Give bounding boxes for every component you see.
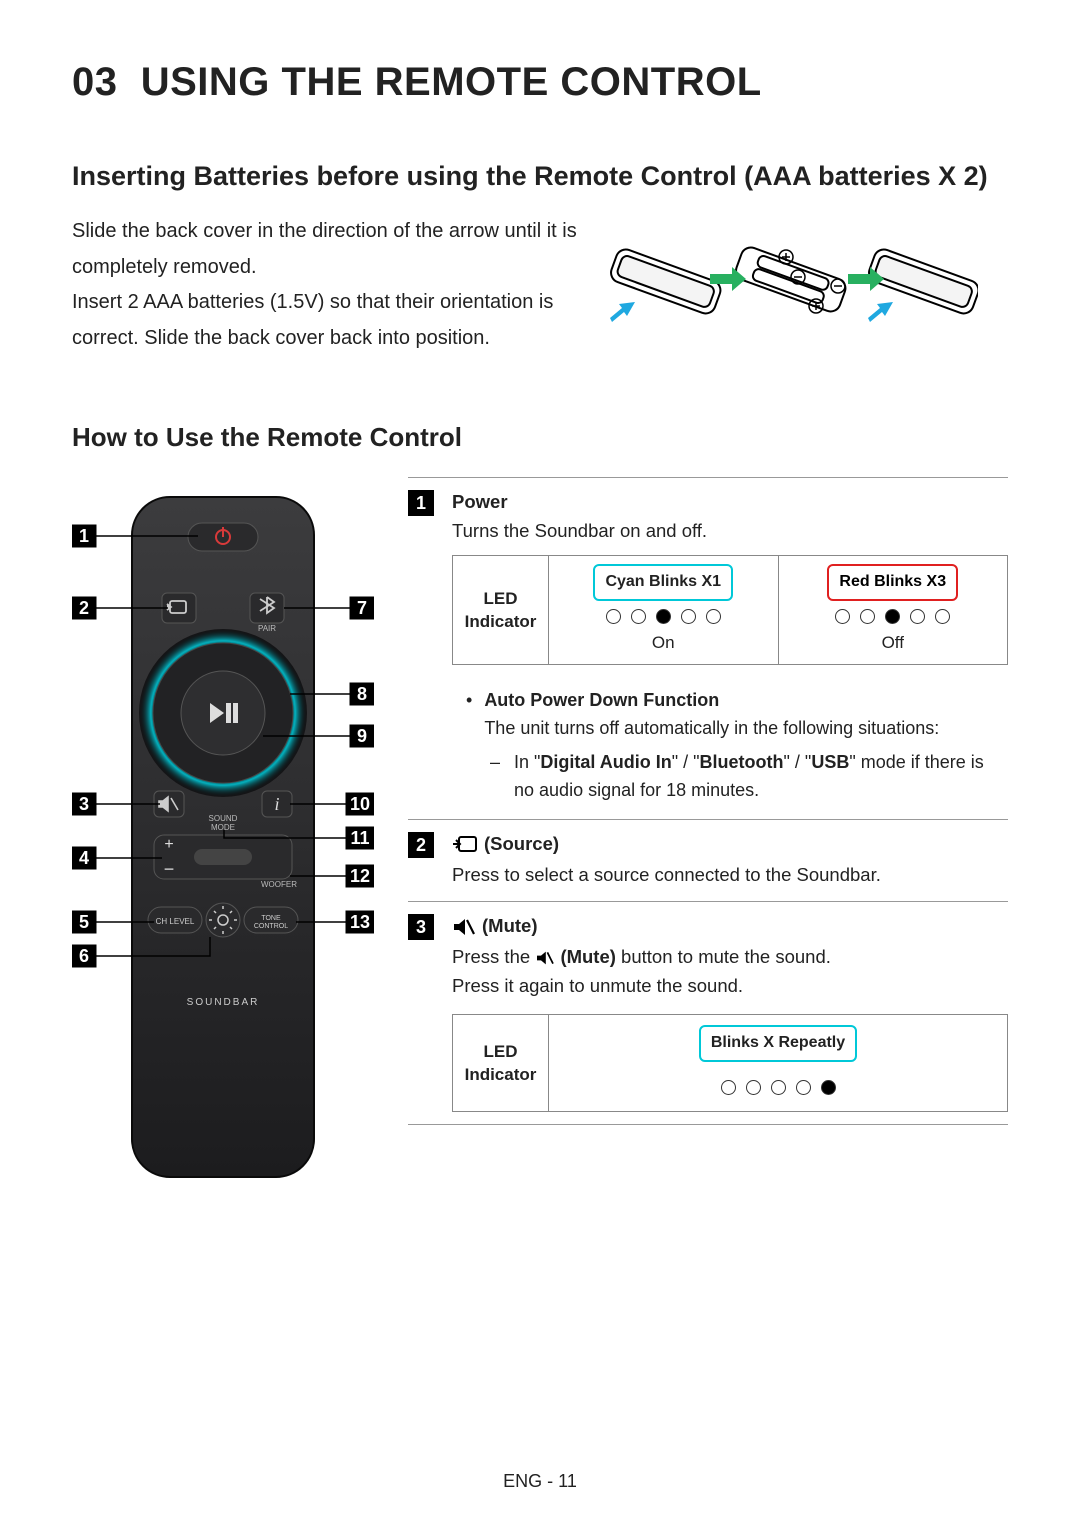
mute-blink-label: Blinks X Repeatly bbox=[699, 1025, 857, 1062]
desc-mute: 3 (Mute) Press the (Mute) button to mute… bbox=[408, 902, 1008, 1125]
off-caption: Off bbox=[783, 630, 1004, 656]
svg-text:7: 7 bbox=[357, 598, 367, 618]
led-state-on: Cyan Blinks X1 On bbox=[549, 556, 778, 664]
cyan-blink-label: Cyan Blinks X1 bbox=[593, 564, 733, 601]
svg-text:13: 13 bbox=[350, 912, 370, 932]
dash-icon: – bbox=[490, 749, 500, 805]
svg-text:11: 11 bbox=[350, 828, 369, 848]
led-state-off: Red Blinks X3 Off bbox=[778, 556, 1008, 664]
battery-instructions: Slide the back cover in the direction of… bbox=[72, 214, 582, 374]
svg-text:SOUND: SOUND bbox=[209, 814, 238, 823]
svg-text:10: 10 bbox=[350, 794, 370, 814]
brand-label: SOUNDBAR bbox=[187, 997, 260, 1008]
mute-led-label: LEDIndicator bbox=[453, 1015, 549, 1111]
section-howto-title: How to Use the Remote Control bbox=[72, 422, 1008, 453]
battery-diagram bbox=[598, 214, 978, 374]
mute-title: (Mute) bbox=[482, 912, 537, 941]
apd-text: The unit turns off automatically in the … bbox=[484, 718, 939, 738]
remote-illustration: PAIR SOUND bbox=[72, 477, 374, 1197]
svg-text:2: 2 bbox=[79, 598, 89, 618]
pair-label: PAIR bbox=[258, 624, 276, 633]
page-footer: ENG - 11 bbox=[0, 1471, 1080, 1492]
badge-3: 3 bbox=[408, 914, 434, 940]
power-title: Power bbox=[452, 488, 1008, 517]
auto-power-down-note: • Auto Power Down Function The unit turn… bbox=[452, 677, 1008, 807]
mute-icon bbox=[452, 917, 476, 937]
mute-text-line1: Press the (Mute) button to mute the soun… bbox=[452, 943, 1008, 972]
apd-title: Auto Power Down Function bbox=[484, 690, 719, 710]
svg-text:4: 4 bbox=[79, 848, 89, 868]
svg-text:5: 5 bbox=[79, 912, 89, 932]
svg-text:CH LEVEL: CH LEVEL bbox=[156, 917, 195, 926]
remote-diagram-column: PAIR SOUND bbox=[72, 477, 374, 1202]
source-text: Press to select a source connected to th… bbox=[452, 861, 1008, 890]
mute-led-table: LEDIndicator Blinks X Repeatly bbox=[452, 1014, 1008, 1112]
mute-led-state: Blinks X Repeatly bbox=[549, 1015, 1007, 1111]
desc-source: 2 (Source) Press to select a source conn… bbox=[408, 820, 1008, 902]
badge-2: 2 bbox=[408, 832, 434, 858]
led-indicator-label: LEDIndicator bbox=[453, 556, 549, 664]
bullet-icon: • bbox=[466, 687, 472, 743]
power-led-table: LEDIndicator Cyan Blinks X1 On Red Blink… bbox=[452, 555, 1008, 665]
red-blink-label: Red Blinks X3 bbox=[827, 564, 958, 601]
section-battery-title: Inserting Batteries before using the Rem… bbox=[72, 161, 1008, 192]
mute-text-line2: Press it again to unmute the sound. bbox=[452, 972, 1008, 1001]
desc-power: 1 Power Turns the Soundbar on and off. L… bbox=[408, 477, 1008, 820]
svg-text:3: 3 bbox=[79, 794, 89, 814]
svg-text:TONE: TONE bbox=[261, 915, 281, 922]
badge-1: 1 bbox=[408, 490, 434, 516]
svg-text:8: 8 bbox=[357, 684, 367, 704]
svg-text:−: − bbox=[164, 859, 175, 879]
svg-text:1: 1 bbox=[79, 526, 89, 546]
svg-text:MODE: MODE bbox=[211, 823, 235, 832]
chapter-title: 03 USING THE REMOTE CONTROL bbox=[72, 60, 1008, 105]
chapter-name: USING THE REMOTE CONTROL bbox=[141, 60, 762, 104]
source-title: (Source) bbox=[484, 830, 559, 859]
svg-text:WOOFER: WOOFER bbox=[261, 880, 297, 889]
apd-detail: In "Digital Audio In" / "Bluetooth" / "U… bbox=[514, 749, 994, 805]
svg-text:12: 12 bbox=[350, 866, 370, 886]
descriptions-column: 1 Power Turns the Soundbar on and off. L… bbox=[408, 477, 1008, 1202]
svg-text:6: 6 bbox=[79, 946, 89, 966]
svg-text:9: 9 bbox=[357, 726, 367, 746]
chapter-number: 03 bbox=[72, 60, 118, 104]
on-caption: On bbox=[553, 630, 774, 656]
svg-text:+: + bbox=[164, 836, 173, 853]
mute-icon-inline bbox=[535, 950, 555, 966]
svg-text:i: i bbox=[274, 794, 279, 814]
svg-text:CONTROL: CONTROL bbox=[254, 923, 288, 930]
battery-section: Slide the back cover in the direction of… bbox=[72, 214, 1008, 374]
power-text: Turns the Soundbar on and off. bbox=[452, 517, 1008, 546]
source-icon bbox=[452, 835, 478, 853]
